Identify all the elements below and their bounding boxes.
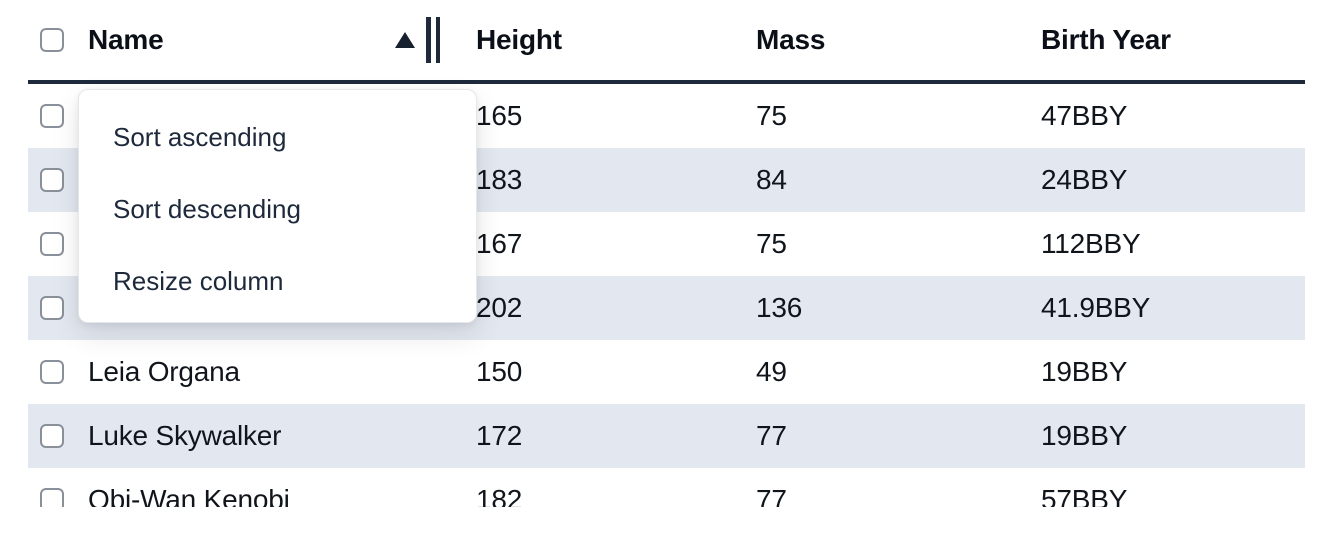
cell-mass: 75 (756, 100, 787, 131)
cell-birth-year: 19BBY (1041, 420, 1128, 451)
column-header-mass[interactable]: Mass (756, 24, 826, 55)
table-header-row: Name Height Mass Birth Year (28, 0, 1305, 84)
cell-mass: 49 (756, 356, 787, 387)
cell-height: 183 (476, 164, 523, 195)
cell-name: Obi-Wan Kenobi (88, 484, 290, 507)
column-header-name-label: Name (88, 24, 164, 55)
sort-ascending-icon (395, 32, 415, 48)
row-select-cell (28, 360, 78, 384)
row-select-cell (28, 104, 78, 128)
row-checkbox[interactable] (40, 232, 64, 256)
row-select-cell (28, 168, 78, 192)
cell-height: 182 (476, 484, 523, 507)
menu-item-sort-ascending[interactable]: Sort ascending (113, 121, 287, 152)
select-all-checkbox[interactable] (40, 28, 64, 52)
table-row: Leia Organa 150 49 19BBY (28, 340, 1305, 404)
cell-name: Leia Organa (88, 356, 240, 387)
row-checkbox[interactable] (40, 360, 64, 384)
cell-birth-year: 57BBY (1041, 484, 1128, 507)
cell-height: 202 (476, 292, 523, 323)
cell-name: Luke Skywalker (88, 420, 282, 451)
cell-birth-year: 112BBY (1041, 228, 1141, 259)
cell-height: 165 (476, 100, 523, 131)
row-select-cell (28, 232, 78, 256)
select-all-cell (28, 28, 78, 52)
resize-bar-icon (435, 17, 440, 63)
cell-birth-year: 47BBY (1041, 100, 1128, 131)
row-checkbox[interactable] (40, 104, 64, 128)
cell-mass: 77 (756, 420, 787, 451)
row-checkbox[interactable] (40, 424, 64, 448)
cell-birth-year: 24BBY (1041, 164, 1128, 195)
cell-mass: 75 (756, 228, 787, 259)
menu-item-sort-descending[interactable]: Sort descending (113, 193, 301, 224)
row-select-cell (28, 296, 78, 320)
column-resize-handle[interactable] (426, 17, 440, 63)
resize-bar-icon (426, 17, 431, 63)
row-select-cell (28, 488, 78, 507)
row-checkbox[interactable] (40, 168, 64, 192)
cell-mass: 77 (756, 484, 787, 507)
table-row: Luke Skywalker 172 77 19BBY (28, 404, 1305, 468)
cell-mass: 84 (756, 164, 787, 195)
menu-item-resize-column[interactable]: Resize column (113, 265, 284, 296)
table-row: Obi-Wan Kenobi 182 77 57BBY (28, 468, 1305, 507)
cell-height: 150 (476, 356, 523, 387)
cell-birth-year: 19BBY (1041, 356, 1128, 387)
cell-height: 172 (476, 420, 523, 451)
column-header-height[interactable]: Height (476, 24, 562, 55)
cell-birth-year: 41.9BBY (1041, 292, 1151, 323)
column-header-name[interactable]: Name (78, 0, 460, 80)
row-checkbox[interactable] (40, 488, 64, 507)
row-checkbox[interactable] (40, 296, 64, 320)
column-header-birth-year[interactable]: Birth Year (1041, 24, 1171, 55)
row-select-cell (28, 424, 78, 448)
column-context-menu: Sort ascending Sort descending Resize co… (78, 89, 477, 323)
cell-mass: 136 (756, 292, 803, 323)
cell-height: 167 (476, 228, 523, 259)
